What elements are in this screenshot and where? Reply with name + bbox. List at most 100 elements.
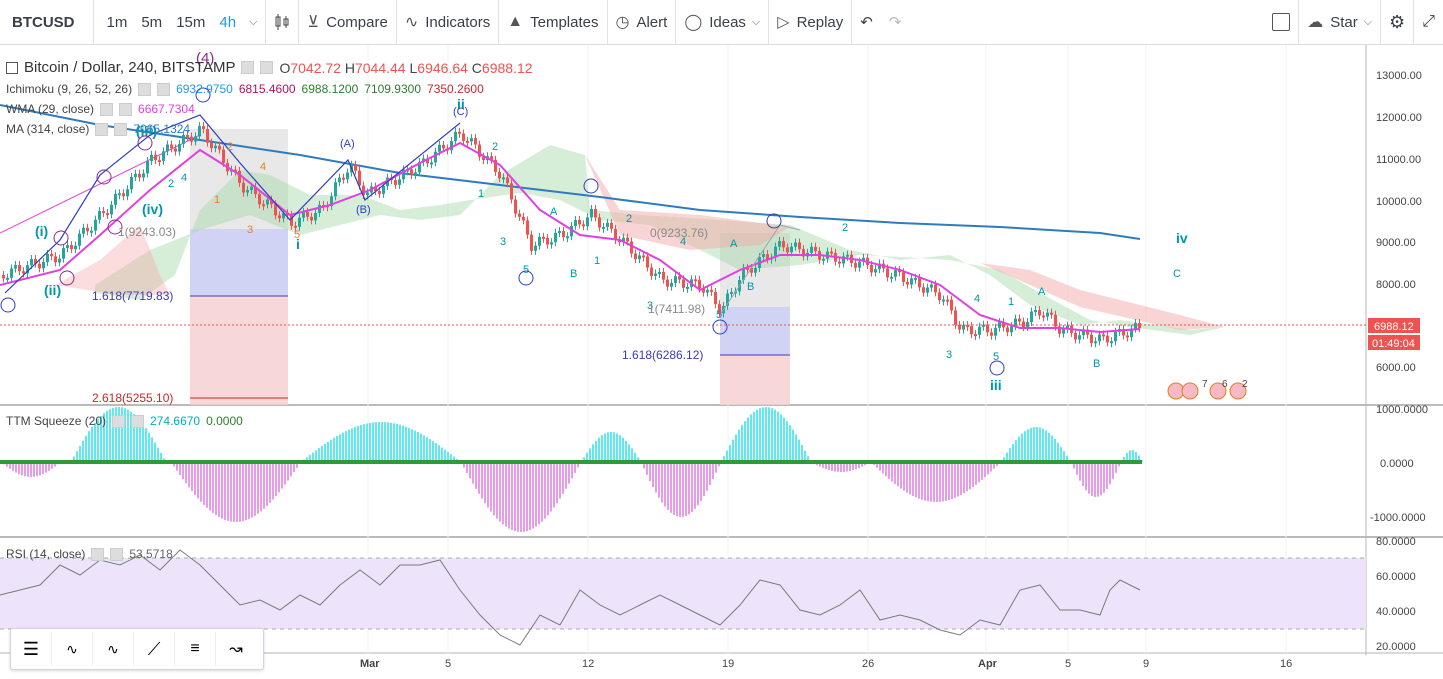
alert-button[interactable]: ◷ Alert <box>608 0 677 44</box>
candle <box>890 276 893 279</box>
ttm-bar <box>544 462 546 519</box>
collapse-legend-icon[interactable] <box>6 61 18 74</box>
settings-icon[interactable] <box>131 414 145 428</box>
candle <box>98 211 101 220</box>
path-tool[interactable]: ↝ <box>216 632 256 666</box>
ttm-legend[interactable]: TTM Squeeze (20) 274.6670 0.0000 <box>6 414 243 428</box>
settings-button[interactable]: ⚙ <box>1381 0 1415 44</box>
candle <box>138 173 141 178</box>
ttm-bar <box>1018 436 1020 462</box>
star-label: Star <box>1330 13 1358 31</box>
settings-icon[interactable] <box>114 122 128 136</box>
wma-29-line[interactable] <box>0 141 1141 334</box>
indicators-button[interactable]: ∿ Indicators <box>397 0 500 44</box>
chevron-down-icon[interactable]: ⌵ <box>751 15 761 28</box>
candle <box>670 282 673 287</box>
symbol-search[interactable]: BTCUSD <box>0 0 94 44</box>
trend-line-tool[interactable]: ⟋ <box>134 632 175 666</box>
candle <box>66 245 69 249</box>
candle <box>978 326 981 335</box>
redo-button[interactable]: ↷ <box>881 0 910 44</box>
candle <box>1114 331 1117 342</box>
ttm-bar <box>1085 462 1087 491</box>
ttm-histogram[interactable] <box>3 407 1143 532</box>
fib-box-red[interactable] <box>190 296 288 405</box>
ichimoku-legend[interactable]: Ichimoku (9, 26, 52, 26) 6932.9750 6815.… <box>6 82 484 96</box>
ttm-bar <box>339 434 341 462</box>
candle <box>750 267 753 273</box>
ttm-bar <box>45 462 47 473</box>
interval-5m[interactable]: 5m <box>141 13 163 31</box>
ttm-bar <box>233 462 235 522</box>
compare-button[interactable]: ⊻ Compare <box>299 0 397 44</box>
chart-style-button[interactable] <box>266 0 300 44</box>
fib-box-blue[interactable] <box>190 229 288 296</box>
ma-legend[interactable]: MA (314, close) 7065.1324 <box>6 122 190 136</box>
horizontal-lines-tool[interactable]: ☰ <box>11 632 52 666</box>
fib-box-red[interactable] <box>720 355 790 405</box>
pitchfork-tool[interactable]: ≡ <box>175 632 216 666</box>
candle <box>78 233 81 246</box>
time-axis[interactable]: Mar 5 12 19 26 Apr 5 9 16 <box>360 658 1292 670</box>
candle <box>262 204 265 207</box>
eye-icon[interactable] <box>138 82 152 96</box>
ttm-bar <box>957 462 959 497</box>
interval-4h[interactable]: 4h <box>219 13 237 31</box>
price-chart[interactable]: (4) (i) (ii) (iii) (iv) ii iii iv i (A) … <box>0 45 1443 674</box>
fib-box-blue[interactable] <box>720 307 790 355</box>
ttm-bar <box>284 462 286 485</box>
ichimoku-cloud-red <box>55 225 170 295</box>
eye-icon[interactable] <box>241 61 255 74</box>
interval-1m[interactable]: 1m <box>106 13 128 31</box>
wave-label: 2 <box>168 178 174 190</box>
wma-legend[interactable]: WMA (29, close) 6667.7304 <box>6 102 195 116</box>
rsi-line[interactable] <box>0 549 1141 646</box>
rsi-legend[interactable]: RSI (14, close) 53.5718 <box>6 547 173 561</box>
ideas-button[interactable]: ◯ Ideas ⌵ <box>676 0 770 44</box>
eye-icon[interactable] <box>112 414 126 428</box>
candle <box>1030 311 1033 323</box>
elliott-abc-tool[interactable]: ∿ <box>93 632 134 666</box>
ttm-bar <box>1115 462 1117 473</box>
candle <box>706 289 709 293</box>
main-legend[interactable]: Bitcoin / Dollar, 240, BITSTAMP O7042.72… <box>6 59 533 76</box>
undo-button[interactable]: ↶ <box>852 0 881 44</box>
ttm-bar <box>142 424 144 462</box>
star-button[interactable]: ☁ Star ⌵ <box>1299 0 1382 44</box>
eye-icon[interactable] <box>100 102 114 116</box>
chevron-down-icon[interactable]: ⌵ <box>249 15 258 28</box>
settings-icon[interactable] <box>260 61 274 74</box>
eye-icon[interactable] <box>95 122 109 136</box>
chevron-down-icon[interactable]: ⌵ <box>1363 15 1373 28</box>
wave-label: 5 <box>523 264 529 276</box>
expand-button[interactable]: ⤢ <box>1414 0 1443 44</box>
ttm-bar <box>508 462 510 529</box>
time-tick: Apr <box>978 658 998 670</box>
ttm-bar <box>51 462 53 469</box>
ttm-bar <box>345 431 347 462</box>
eye-icon[interactable] <box>91 547 105 561</box>
templates-button[interactable]: ▲ Templates <box>499 0 608 44</box>
economic-events[interactable]: 7 6 2 <box>1167 379 1248 400</box>
elliott-impulse-tool[interactable]: ∿ <box>52 632 93 666</box>
settings-icon[interactable] <box>110 547 124 561</box>
replay-button[interactable]: ▷ Replay <box>769 0 853 44</box>
rsi-label: RSI (14, close) <box>6 547 86 561</box>
elliott-wave-path[interactable] <box>4 114 461 294</box>
ttm-bar <box>275 462 277 497</box>
fullscreen-layout-button[interactable] <box>1264 0 1300 44</box>
candle <box>1074 332 1077 340</box>
candle <box>742 267 745 281</box>
price-axis[interactable]: 13000.00 12000.00 11000.00 10000.00 9000… <box>1376 70 1422 374</box>
trend-line[interactable] <box>0 134 201 234</box>
settings-icon[interactable] <box>157 82 171 96</box>
ttm-bar <box>649 462 651 482</box>
settings-icon[interactable] <box>119 102 133 116</box>
interval-15m[interactable]: 15m <box>176 13 206 31</box>
candle <box>1102 334 1105 337</box>
ttm-bar <box>354 427 356 462</box>
ttm-bar <box>765 407 767 462</box>
chart-area[interactable]: (4) (i) (ii) (iii) (iv) ii iii iv i (A) … <box>0 45 1443 674</box>
ttm-bar <box>840 462 842 472</box>
candle <box>954 310 957 325</box>
